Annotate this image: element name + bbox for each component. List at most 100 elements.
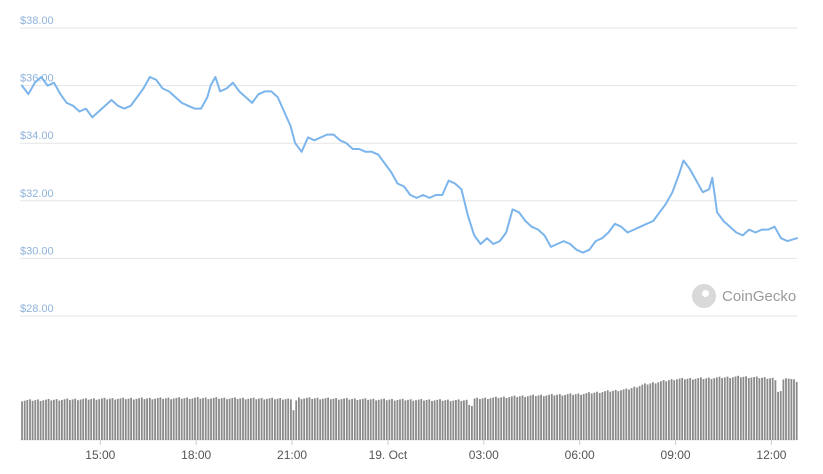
volume-bar <box>479 399 481 440</box>
volume-bar <box>529 395 532 440</box>
volume-bar <box>609 391 612 440</box>
volume-bar <box>657 382 660 440</box>
volume-bar <box>774 380 777 440</box>
volume-bar <box>484 397 487 440</box>
volume-bar <box>383 398 385 440</box>
volume-bar <box>236 399 239 440</box>
volume-bar <box>476 397 479 440</box>
volume-bar <box>287 398 290 440</box>
volume-bar <box>463 400 465 440</box>
volume-bar <box>196 397 199 440</box>
volume-bar <box>777 391 779 440</box>
volume-bar <box>705 378 708 440</box>
volume-bar <box>495 396 497 440</box>
volume-bar <box>207 399 210 440</box>
volume-bar <box>239 398 242 440</box>
volume-bar <box>412 400 415 440</box>
volume-bar <box>353 398 356 440</box>
volume-bar <box>505 398 508 440</box>
volume-bar <box>779 391 782 440</box>
volume-bar <box>415 400 417 440</box>
volume-bar <box>737 375 739 440</box>
volume-bar <box>21 401 23 440</box>
volume-bar <box>665 381 668 440</box>
volume-bar <box>45 399 47 440</box>
volume-bar <box>662 380 665 440</box>
volume-bar <box>449 401 452 440</box>
volume-bar <box>313 398 316 440</box>
volume-bar <box>178 397 180 440</box>
volume-bar <box>692 379 694 440</box>
volume-bar <box>244 399 247 440</box>
volume-bar <box>332 398 335 440</box>
volume-bar <box>266 398 268 440</box>
volume-bar <box>31 400 34 440</box>
volume-bar <box>191 398 194 440</box>
volume-bar <box>377 399 380 440</box>
volume-bar <box>481 398 484 440</box>
volume-bar <box>795 381 798 440</box>
volume-bars <box>21 375 798 440</box>
volume-bar <box>282 399 284 440</box>
volume-bar <box>202 398 204 440</box>
volume-bar <box>37 399 39 440</box>
volume-bar <box>660 381 662 440</box>
volume-bar <box>23 400 26 440</box>
volume-bar <box>707 377 710 440</box>
y-tick-label: $28.00 <box>20 303 54 315</box>
volume-bar <box>534 396 537 440</box>
volume-bar <box>303 398 306 440</box>
volume-bar <box>521 395 524 440</box>
volume-bar <box>433 400 436 440</box>
volume-bar <box>723 377 726 440</box>
volume-bar <box>620 390 622 440</box>
volume-bar <box>755 376 758 440</box>
volume-bar <box>545 395 548 440</box>
volume-bar <box>247 398 250 440</box>
volume-bar <box>69 400 71 440</box>
volume-bar <box>558 394 561 440</box>
volume-bar <box>697 378 700 440</box>
volume-bar <box>180 398 183 440</box>
volume-bar <box>175 397 178 440</box>
volume-bar <box>39 401 42 440</box>
volume-bar <box>138 398 140 440</box>
volume-bar <box>130 397 132 440</box>
volume-bar <box>542 396 545 440</box>
volume-bar <box>284 399 287 440</box>
volume-bar <box>540 394 542 440</box>
volume-bar <box>295 400 298 440</box>
volume-bar <box>652 382 654 440</box>
volume-bar <box>676 379 678 440</box>
volume-bar <box>329 399 332 440</box>
volume-bar <box>750 377 753 440</box>
volume-bar <box>617 391 620 440</box>
volume-bar <box>335 398 337 440</box>
volume-bar <box>337 399 340 440</box>
volume-bar <box>391 399 393 440</box>
volume-bar <box>300 399 303 440</box>
x-tick-label: 18:00 <box>181 448 211 462</box>
volume-bar <box>404 400 407 440</box>
volume-bar <box>577 393 580 440</box>
volume-bar <box>566 394 569 440</box>
x-axis-ticks: 15:00 18:00 21:00 19. Oct 03:00 06:00 09:00 12:… <box>85 440 787 462</box>
volume-bar <box>98 399 101 440</box>
volume-bar <box>71 399 74 440</box>
x-tick-label: 03:00 <box>469 448 499 462</box>
volume-bar <box>729 378 731 440</box>
volume-bar <box>715 377 718 440</box>
gecko-logo-icon <box>692 284 716 308</box>
volume-bar <box>140 397 143 440</box>
volume-bar <box>681 377 684 440</box>
volume-bar <box>460 401 463 440</box>
volume-bar <box>633 386 636 440</box>
volume-bar <box>417 399 420 440</box>
volume-bar <box>702 379 705 440</box>
volume-bar <box>550 394 553 440</box>
volume-bar <box>47 398 50 440</box>
x-tick-label: 09:00 <box>661 448 691 462</box>
volume-bar <box>747 378 750 440</box>
volume-bar <box>598 393 601 440</box>
